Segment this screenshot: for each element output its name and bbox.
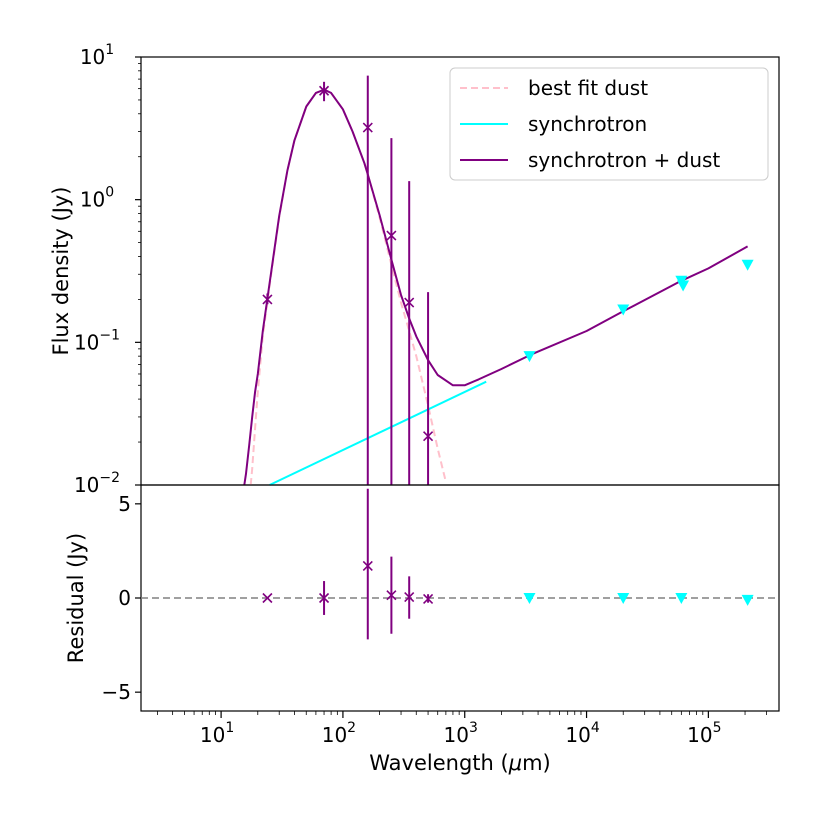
x-tick-label: 105 xyxy=(687,720,721,747)
residual-data-point xyxy=(262,592,273,604)
top-upper-limit-marker xyxy=(617,304,630,316)
top-y-axis-label: Flux density (Jy) xyxy=(49,186,73,355)
residual-upper-limit-marker xyxy=(675,593,688,604)
top-data-point xyxy=(423,431,434,442)
top-upper-limit-marker xyxy=(523,351,536,363)
top-data-point xyxy=(404,297,415,308)
x-tick-label: 104 xyxy=(565,720,599,747)
residual-data-point xyxy=(362,560,373,572)
residual-data-point xyxy=(318,592,330,604)
residual-data-point xyxy=(423,593,434,605)
residual-data-point xyxy=(404,591,415,603)
legend: best fit dust synchrotron synchrotron + … xyxy=(449,67,769,181)
legend-label-synchrotron: synchrotron xyxy=(528,112,647,136)
top-y-tick-label: 101 xyxy=(80,42,114,69)
bottom-y-tick-label: 5 xyxy=(118,492,131,516)
residual-upper-limit-marker xyxy=(617,593,630,604)
x-axis-label: Wavelength (μm) xyxy=(369,751,550,775)
top-data-point xyxy=(362,122,373,133)
bottom-panel: 5 0 −5 101 102 103 104 105 Residual (Jy) Wavel… xyxy=(64,484,780,775)
x-axis: 101 102 103 104 105 xyxy=(157,711,767,747)
top-data-point xyxy=(318,85,330,96)
top-points xyxy=(262,75,754,485)
legend-label-dust: best fit dust xyxy=(528,76,648,100)
legend-label-combined: synchrotron + dust xyxy=(528,148,720,172)
series-line-best-fit-dust xyxy=(249,88,447,486)
top-upper-limit-marker xyxy=(741,259,754,271)
top-data-point xyxy=(386,230,397,241)
x-tick-label: 102 xyxy=(322,720,356,747)
residual-upper-limit-marker xyxy=(523,593,536,604)
x-tick-label: 103 xyxy=(444,720,478,747)
top-upper-limit-marker xyxy=(677,280,690,292)
top-data-point xyxy=(262,294,273,305)
bottom-y-tick-label: 0 xyxy=(118,586,131,610)
bottom-points xyxy=(262,488,754,640)
top-series xyxy=(243,88,749,486)
series-line-synchrotron xyxy=(269,380,487,486)
legend-frame xyxy=(449,67,769,181)
bottom-y-axis-label: Residual (Jy) xyxy=(64,533,88,663)
top-y-tick-label: 10−2 xyxy=(74,470,120,497)
residual-upper-limit-marker xyxy=(741,594,754,606)
bottom-y-axis: 5 0 −5 xyxy=(102,492,141,704)
bottom-y-tick-label: −5 xyxy=(102,680,131,704)
series-line-synchrotron-dust xyxy=(243,88,749,486)
top-y-tick-label: 100 xyxy=(80,185,114,212)
top-y-axis: 10−2 10−1 100 101 xyxy=(74,42,141,497)
top-panel: 10−2 10−1 100 101 Flux density (Jy) best fi… xyxy=(49,42,780,497)
residual-data-point xyxy=(386,590,397,601)
top-y-tick-label: 10−1 xyxy=(74,327,120,354)
x-tick-label: 101 xyxy=(200,720,234,747)
